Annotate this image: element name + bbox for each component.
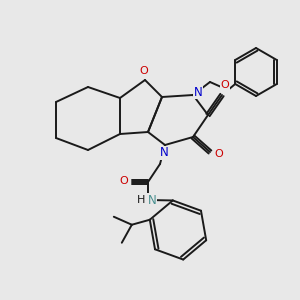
Text: N: N bbox=[194, 85, 202, 98]
Text: O: O bbox=[120, 176, 128, 186]
Text: N: N bbox=[160, 146, 168, 160]
Text: N: N bbox=[148, 194, 156, 206]
Text: O: O bbox=[214, 149, 224, 159]
Text: H: H bbox=[137, 195, 145, 205]
Text: O: O bbox=[140, 66, 148, 76]
Text: O: O bbox=[220, 80, 230, 90]
